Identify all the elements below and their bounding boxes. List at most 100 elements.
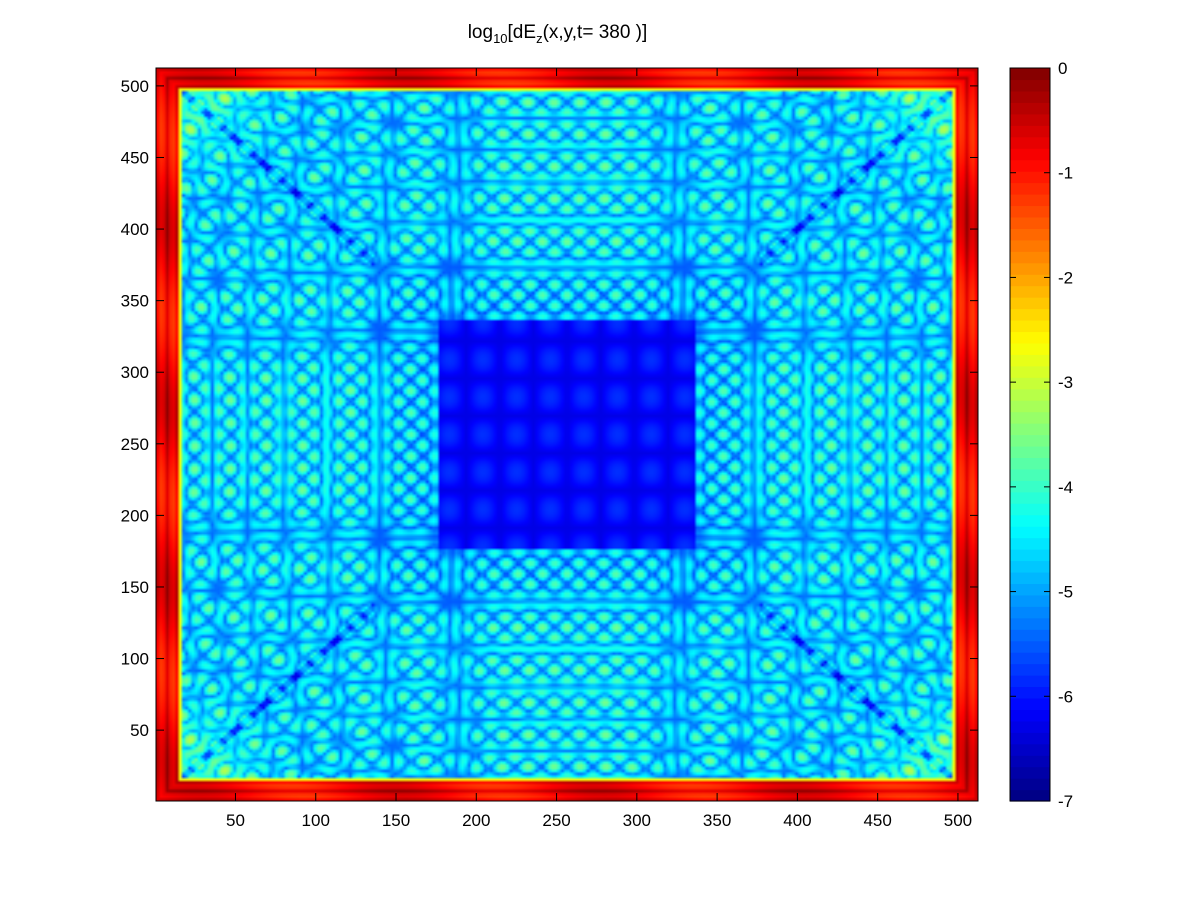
colorbar-band	[1010, 331, 1050, 344]
colorbar-tick-label: -7	[1058, 792, 1073, 811]
colorbar-tick-label: -5	[1058, 583, 1073, 602]
colorbar: 0 -1 -2 -3 -4 -5 -6 -7	[1009, 59, 1073, 811]
colorbar-band	[1010, 228, 1050, 241]
colorbar-band	[1010, 423, 1050, 436]
colorbar-band	[1010, 560, 1050, 573]
x-tick-label: 150	[382, 811, 410, 830]
y-tick-label: 300	[121, 363, 149, 382]
x-axis: 50 100 150 200 250 300 350 400 450 500	[226, 68, 972, 830]
colorbar-band	[1010, 342, 1050, 355]
y-tick-label: 500	[121, 77, 149, 96]
colorbar-band	[1010, 697, 1050, 710]
colorbar-band	[1010, 113, 1050, 126]
colorbar-band	[1010, 789, 1050, 802]
x-tick-label: 300	[623, 811, 651, 830]
y-tick-label: 350	[121, 292, 149, 311]
colorbar-tick-label: -3	[1058, 373, 1073, 392]
x-tick-label: 50	[226, 811, 245, 830]
colorbar-band	[1010, 629, 1050, 642]
colorbar-frame	[1009, 67, 1051, 802]
colorbar-band	[1010, 182, 1050, 195]
colorbar-band	[1010, 251, 1050, 264]
colorbar-tick-label: -4	[1058, 478, 1073, 497]
y-tick-label: 200	[121, 506, 149, 525]
y-axis: 50 100 150 200 250 300 350 400 450 500	[121, 77, 978, 740]
colorbar-band	[1010, 675, 1050, 688]
x-tick-label: 250	[542, 811, 570, 830]
colorbar-band	[1010, 503, 1050, 516]
colorbar-band	[1010, 102, 1050, 115]
colorbar-band	[1010, 285, 1050, 298]
colorbar-band	[1010, 766, 1050, 779]
colorbar-band	[1010, 171, 1050, 184]
x-tick-label: 350	[703, 811, 731, 830]
colorbar-band	[1010, 377, 1050, 390]
colorbar-band	[1010, 148, 1050, 161]
title-subscript: 10	[493, 31, 508, 46]
colorbar-band	[1010, 68, 1050, 81]
colorbar-band	[1010, 606, 1050, 619]
colorbar-band	[1010, 216, 1050, 229]
colorbar-band	[1010, 319, 1050, 333]
x-tick-label: 400	[783, 811, 811, 830]
y-tick-label: 400	[121, 220, 149, 239]
colorbar-band	[1010, 778, 1050, 791]
colorbar-band	[1010, 583, 1050, 596]
colorbar-band	[1010, 732, 1050, 745]
colorbar-band	[1010, 652, 1050, 665]
chart-title: log10[dEz(x,y,t= 380 )]	[0, 22, 1115, 46]
colorbar-band	[1010, 571, 1050, 584]
colorbar-band	[1010, 308, 1050, 321]
colorbar-band	[1010, 90, 1050, 103]
colorbar-tick-label: 0	[1058, 59, 1067, 78]
colorbar-band	[1010, 411, 1050, 424]
title-middle: [dE	[507, 22, 537, 43]
colorbar-band	[1010, 755, 1050, 768]
y-tick-label: 100	[121, 650, 149, 669]
colorbar-band	[1010, 434, 1050, 447]
colorbar-band	[1010, 720, 1050, 733]
heatmap-raster	[156, 68, 978, 801]
colorbar-band	[1010, 640, 1050, 653]
plot-axes-frame	[155, 67, 979, 802]
x-tick-label: 200	[462, 811, 490, 830]
colorbar-band	[1010, 365, 1050, 378]
colorbar-band	[1010, 514, 1050, 527]
colorbar-band	[1010, 125, 1050, 138]
colorbar-tick-label: -1	[1058, 164, 1073, 183]
x-tick-label: 500	[944, 811, 972, 830]
colorbar-band	[1010, 274, 1050, 287]
colorbar-band	[1010, 686, 1050, 699]
x-tick-label: 450	[863, 811, 891, 830]
colorbar-band	[1010, 457, 1050, 470]
colorbar-band	[1010, 526, 1050, 539]
colorbar-band	[1010, 743, 1050, 756]
y-tick-label: 250	[121, 435, 149, 454]
colorbar-band	[1010, 537, 1050, 550]
y-tick-label: 50	[130, 721, 149, 740]
y-tick-label: 150	[121, 578, 149, 597]
colorbar-band	[1010, 354, 1050, 367]
colorbar-band	[1010, 79, 1050, 92]
title-prefix: log	[467, 22, 494, 43]
colorbar-band	[1010, 297, 1050, 310]
colorbar-band	[1010, 617, 1050, 630]
colorbar-band	[1010, 594, 1050, 607]
colorbar-band	[1010, 159, 1050, 172]
title-subscript-z: z	[536, 31, 543, 46]
colorbar-tick-label: -2	[1058, 268, 1073, 287]
x-tick-label: 100	[302, 811, 330, 830]
colorbar-band	[1010, 549, 1050, 562]
colorbar-band	[1010, 709, 1050, 722]
colorbar-band	[1010, 262, 1050, 275]
y-tick-label: 450	[121, 148, 149, 167]
colorbar-band	[1010, 136, 1050, 149]
colorbar-band	[1010, 663, 1050, 676]
title-suffix: (x,y,t= 380 )]	[542, 22, 648, 43]
colorbar-band	[1010, 491, 1050, 504]
colorbar-band	[1010, 193, 1050, 207]
colorbar-band	[1010, 480, 1050, 493]
colorbar-band	[1010, 445, 1050, 459]
heatmap-image	[156, 68, 978, 801]
